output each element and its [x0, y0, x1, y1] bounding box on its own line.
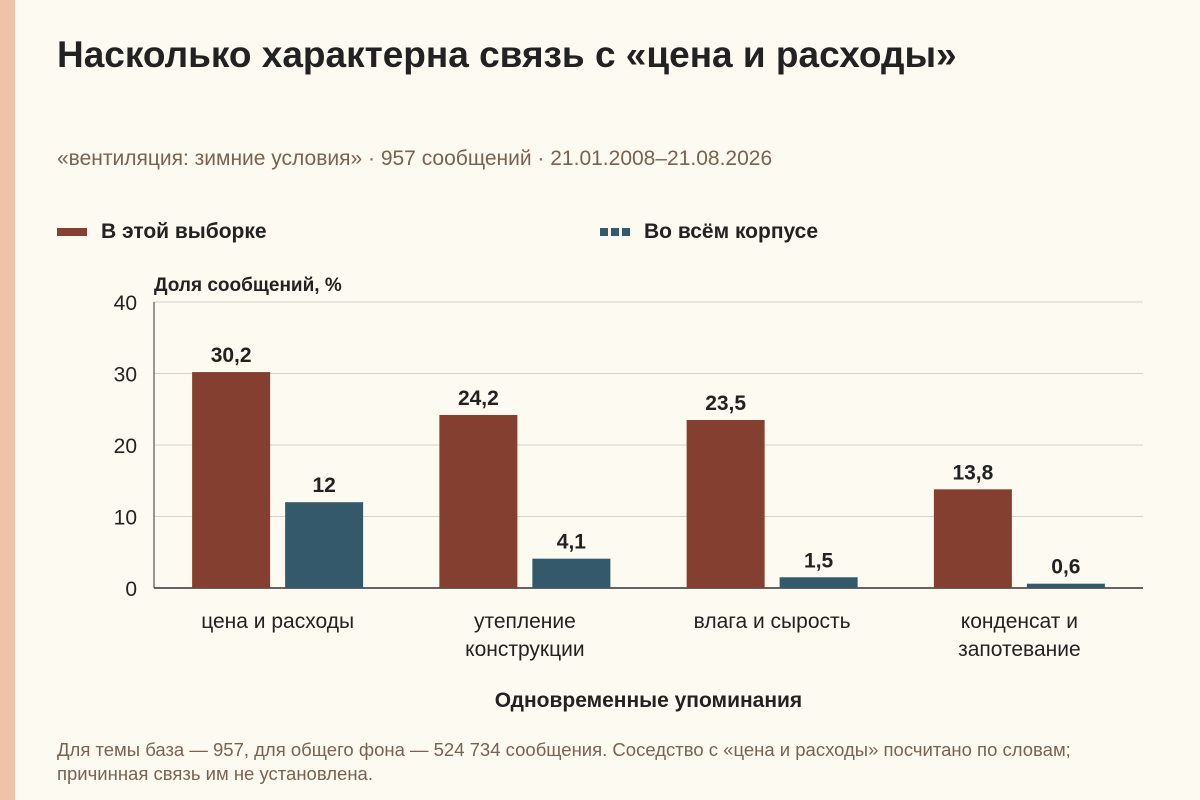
legend-label-sample: В этой выборке	[101, 220, 267, 243]
x-tick-label: влага и сырость	[694, 610, 851, 633]
footnote: Для темы база — 957, для общего фона — 5…	[57, 739, 1071, 784]
bar-sample	[439, 414, 518, 588]
bar-sample	[686, 419, 765, 588]
data-label: 23,5	[705, 392, 746, 415]
bar-sample	[192, 372, 271, 588]
accent-strip	[0, 0, 15, 800]
bar-corpus	[779, 577, 858, 588]
legend-swatch-sample	[57, 228, 87, 236]
x-tick-label: конструкции	[465, 638, 584, 661]
y-tick-label: 10	[114, 507, 137, 530]
y-tick-label: 30	[114, 364, 137, 387]
bar-corpus	[1026, 583, 1105, 588]
data-label: 4,1	[557, 531, 587, 554]
x-tick-label: цена и расходы	[201, 610, 354, 633]
data-label: 13,8	[952, 461, 993, 484]
y-tick-label: 20	[114, 435, 137, 458]
data-label: 24,2	[458, 387, 499, 410]
legend-swatch-corpus	[600, 228, 630, 236]
legend-item-sample: В этой выборке	[57, 219, 267, 245]
y-tick-label: 0	[125, 578, 137, 601]
x-axis-title: Одновременные упоминания	[495, 689, 802, 712]
data-label: 1,5	[804, 549, 834, 572]
data-label: 30,2	[211, 344, 252, 367]
legend-item-corpus: Во всём корпусе	[600, 219, 818, 245]
y-axis-title: Доля сообщений, %	[154, 275, 342, 296]
data-label: 12	[312, 474, 335, 497]
y-tick-label: 40	[114, 292, 137, 315]
bar-sample	[933, 489, 1012, 588]
bar-corpus	[532, 558, 611, 588]
legend-label-corpus: Во всём корпусе	[644, 220, 819, 243]
data-label: 0,6	[1051, 556, 1080, 579]
x-tick-label: конденсат и	[961, 610, 1078, 633]
x-tick-label: утепление	[474, 610, 576, 633]
chart-title: Насколько характерна связь с «цена и рас…	[57, 34, 957, 75]
bar-corpus	[285, 502, 364, 588]
chart-subtitle: «вентиляция: зимние условия» · 957 сообщ…	[57, 147, 773, 170]
x-tick-label: запотевание	[958, 638, 1081, 661]
